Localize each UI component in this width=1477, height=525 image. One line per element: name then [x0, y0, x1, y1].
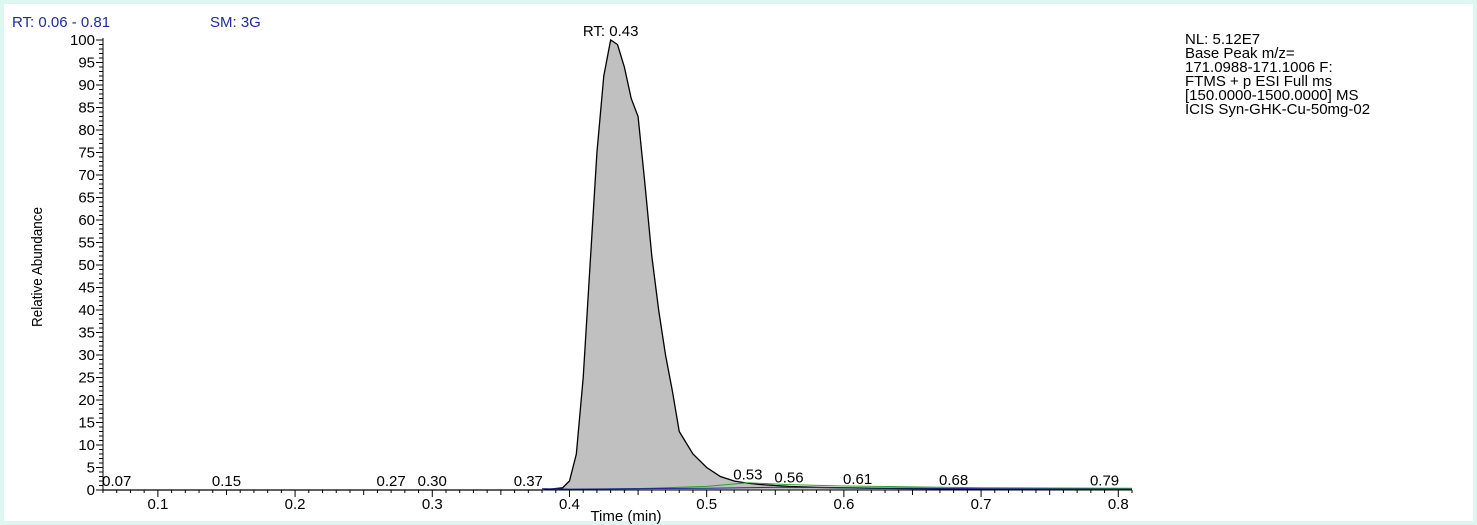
y-tick-label: 50: [78, 257, 95, 274]
y-tick-label: 70: [78, 167, 95, 184]
peak-label: 0.30: [418, 473, 447, 490]
green-trace: [569, 482, 1133, 491]
peak-label: 0.68: [939, 472, 968, 489]
y-tick-label: 85: [78, 100, 95, 117]
y-axis-title: Relative Abundance: [29, 207, 46, 327]
peak-label: RT: 0.43: [583, 23, 639, 40]
x-tick-label: 0.7: [971, 496, 992, 513]
y-tick-label: 20: [78, 392, 95, 409]
y-tick-label: 95: [78, 55, 95, 72]
peak-labels: RT: 0.43 0.07 0.15 0.27 0.30 0.37 0.53 0.56 0.61…: [102, 23, 1119, 490]
x-tick-label: 0.8: [1108, 496, 1129, 513]
info-line: NL: 5.12E7: [1185, 31, 1260, 48]
y-tick-label: 40: [78, 302, 95, 319]
axes: 0 5 10 15 20 25 30 35 40 45 50 55 60 65 70 75 80 85 90 95 10…: [70, 32, 1133, 513]
x-tick-label: 0.5: [696, 496, 717, 513]
blue-trace: [542, 486, 1133, 490]
info-line: [150.0000-1500.0000] MS: [1185, 87, 1358, 104]
peak-area: [103, 40, 1132, 490]
y-tick-label: 15: [78, 415, 95, 432]
smoothing-text: SM: 3G: [210, 14, 261, 31]
y-tick-label: 5: [87, 460, 95, 477]
rt-range-text: RT: 0.06 - 0.81: [12, 14, 110, 31]
info-line: ICIS Syn-GHK-Cu-50mg-02: [1185, 101, 1370, 118]
peak-label: 0.61: [843, 471, 872, 488]
x-tick-label: 0.3: [422, 496, 443, 513]
x-tick-label: 0.4: [559, 496, 580, 513]
plot-area: [103, 38, 1133, 491]
peak-label: 0.15: [212, 473, 241, 490]
y-tick-label: 55: [78, 235, 95, 252]
y-tick-label: 10: [78, 437, 95, 454]
y-tick-label: 30: [78, 347, 95, 364]
peak-label: 0.27: [377, 473, 406, 490]
peak-label: 0.56: [774, 469, 803, 486]
y-tick-label: 80: [78, 122, 95, 139]
trace-line: [103, 38, 1133, 491]
x-axis-title: Time (min): [590, 508, 661, 525]
y-tick-label: 0: [87, 482, 95, 499]
x-tick-label: 0.2: [285, 496, 306, 513]
y-tick-label: 100: [70, 32, 95, 49]
x-tick-label: 0.1: [147, 496, 168, 513]
info-line: Base Peak m/z=: [1185, 45, 1295, 62]
peak-label: 0.79: [1090, 473, 1119, 490]
peak-label: 0.07: [102, 473, 131, 490]
peak-label: 0.37: [514, 473, 543, 490]
info-line: 171.0988-171.1006 F:: [1185, 59, 1333, 76]
y-tick-label: 60: [78, 212, 95, 229]
peak-label: 0.53: [733, 466, 762, 483]
y-tick-label: 75: [78, 145, 95, 162]
y-tick-label: 25: [78, 370, 95, 387]
x-tick-label: 0.6: [833, 496, 854, 513]
y-tick-label: 35: [78, 325, 95, 342]
y-tick-label: 45: [78, 280, 95, 297]
y-tick-label: 90: [78, 77, 95, 94]
info-line: FTMS + p ESI Full ms: [1185, 73, 1332, 90]
y-tick-label: 65: [78, 190, 95, 207]
